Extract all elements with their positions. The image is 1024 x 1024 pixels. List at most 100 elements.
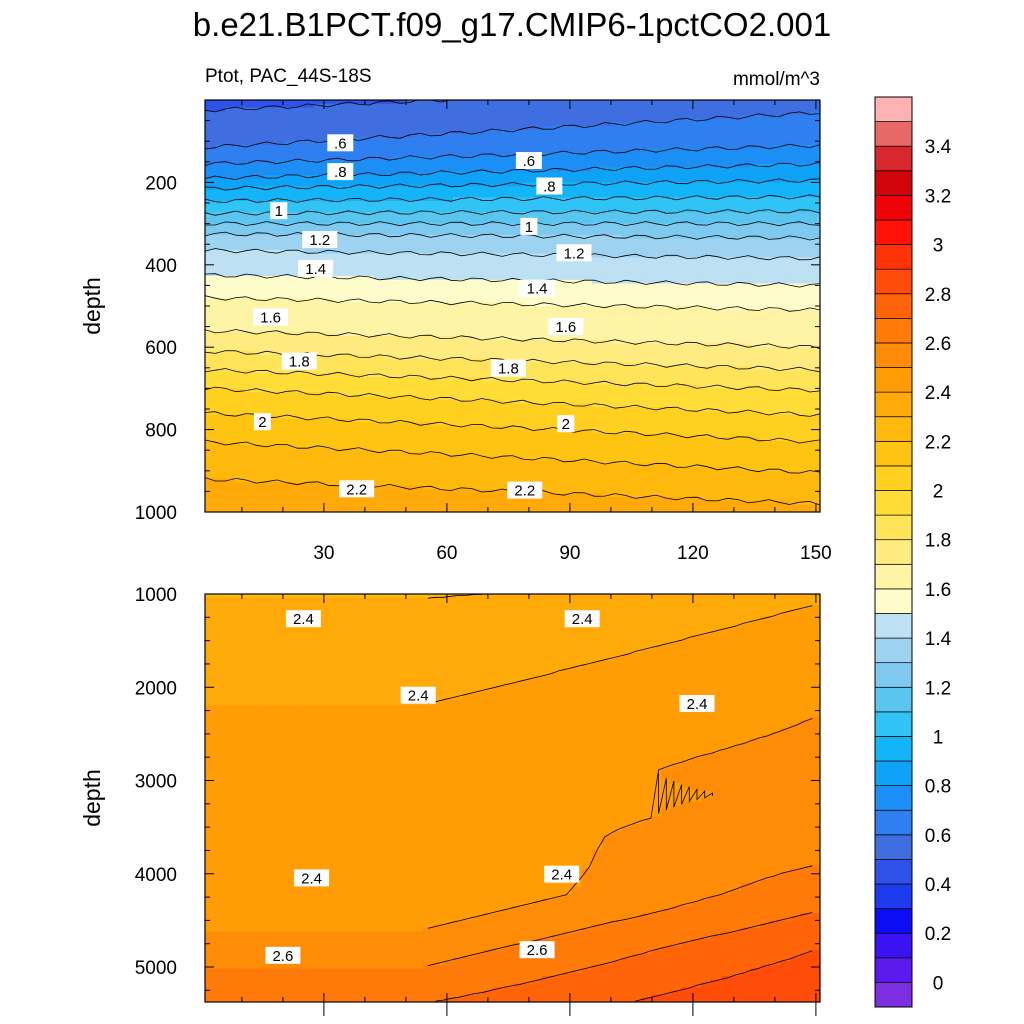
colorbar-cell — [874, 809, 913, 836]
contour-label-box — [507, 481, 543, 499]
colorbar-cell — [874, 367, 913, 393]
contour-line — [205, 439, 820, 474]
contour-label-box — [253, 413, 271, 431]
y-tick-label: 1000 — [135, 503, 177, 524]
contour-label-box — [302, 231, 338, 249]
y-tick-label: 1000 — [135, 585, 177, 606]
contour-line — [427, 605, 813, 704]
colorbar-cell — [874, 834, 913, 860]
y-tick-label: 400 — [145, 256, 177, 277]
contour-line — [205, 178, 820, 191]
contour-line — [427, 865, 813, 966]
contour-label-box — [294, 869, 330, 887]
contour-label-box — [490, 359, 526, 377]
colorbar-cell — [874, 195, 913, 221]
y-tick-label: 200 — [145, 173, 177, 194]
contour-line — [205, 194, 820, 204]
colorbar: 0 0.2 0.4 0.6 0.8 1 1.2 1.4 1.6 1.8 2 2.2 2.4 2.6 2.8 3… — [874, 96, 952, 1008]
colorbar-cell — [874, 908, 913, 934]
contour-label: .8 — [334, 164, 347, 181]
contour-label-box — [536, 177, 563, 195]
colorbar-cell — [874, 268, 913, 295]
contour-label: .6 — [334, 135, 347, 152]
contour-label-box — [298, 259, 334, 277]
contour-label: 2 — [258, 414, 266, 431]
contour-label-box — [520, 217, 538, 235]
colorbar-tick-label: 2.6 — [925, 334, 951, 355]
variable-region-label: Ptot, PAC_44S-18S — [205, 66, 372, 87]
colorbar-cell — [874, 957, 913, 983]
colorbar-cell — [874, 170, 913, 196]
colorbar-cell — [874, 932, 913, 959]
contour-label: 2.4 — [408, 688, 429, 705]
contour-label-box — [327, 134, 354, 152]
contour-label-box — [253, 308, 289, 326]
colorbar-cell — [874, 982, 913, 1008]
y-tick-label: 600 — [145, 338, 177, 359]
colorbar-cell — [874, 391, 913, 418]
colorbar-tick-label: 2.4 — [925, 383, 952, 404]
contour-label: 1.4 — [305, 261, 326, 278]
contour-line — [205, 161, 820, 181]
contour-label: 1.6 — [260, 310, 281, 327]
contour-label: .8 — [543, 179, 556, 196]
units-label: mmol/m^3 — [733, 69, 820, 90]
colorbar-cell — [874, 318, 913, 344]
contour-line — [427, 594, 482, 599]
contour-label-box — [557, 415, 575, 433]
contour-label: 1.2 — [564, 245, 585, 262]
colorbar-cell — [874, 145, 913, 172]
colorbar-tick-label: 1 — [933, 728, 944, 749]
colorbar-cell — [874, 883, 913, 909]
contour-label: 1.6 — [555, 319, 576, 336]
colorbar-cell — [874, 219, 913, 245]
contour-label: 1.2 — [309, 232, 330, 249]
colorbar-cell — [874, 662, 913, 688]
contour-line — [427, 718, 813, 929]
contour-label: 1.8 — [289, 354, 310, 371]
contour-line — [205, 111, 820, 150]
contour-label-box — [544, 865, 580, 883]
y-tick-label: 4000 — [135, 865, 177, 886]
contour-label-box — [400, 686, 436, 704]
colorbar-tick-label: 0.4 — [925, 875, 952, 896]
contour-label-box — [548, 318, 584, 335]
x-tick-label: 30 — [313, 543, 334, 564]
contour-label-box — [564, 610, 600, 628]
colorbar-cell — [874, 613, 913, 639]
colorbar-tick-label: 0.8 — [925, 777, 951, 798]
contour-label: 2.6 — [272, 948, 293, 965]
colorbar-cell — [874, 785, 913, 811]
contour-line — [205, 329, 820, 350]
contour-label: 2.4 — [301, 870, 322, 887]
contour-label: 2.4 — [572, 611, 593, 628]
contour-line — [435, 912, 813, 1002]
contour-label: 1.8 — [498, 361, 519, 378]
contour-label: 2 — [562, 416, 570, 433]
x-tick-label: 120 — [677, 543, 709, 564]
colorbar-tick-label: 2 — [933, 482, 944, 503]
colorbar-cell — [874, 490, 913, 516]
upper-field — [205, 100, 820, 512]
x-tick-label: 60 — [436, 543, 457, 564]
contour-label: 2.2 — [514, 483, 535, 500]
contour-label: 2.2 — [346, 481, 367, 498]
lower-frame — [204, 593, 821, 1003]
colorbar-tick-label: 3 — [933, 236, 944, 257]
colorbar-cell — [874, 736, 913, 762]
chart-title: b.e21.B1PCT.f09_g17.CMIP6-1pctCO2.001 — [193, 6, 831, 43]
colorbar-tick-label: 2.8 — [925, 285, 951, 306]
colorbar-tick-label: 1.4 — [925, 629, 952, 650]
colorbar-cell — [874, 121, 913, 147]
colorbar-cell — [874, 588, 913, 614]
contour-label: 1 — [525, 219, 533, 236]
y-tick-label: 2000 — [135, 678, 177, 699]
contour-line — [205, 209, 820, 216]
contour-label-box — [327, 163, 354, 181]
y-axis-label: depth — [79, 769, 105, 827]
contour-line — [205, 143, 820, 167]
colorbar-tick-label: 1.6 — [925, 580, 951, 601]
y-axis-label: depth — [79, 277, 105, 335]
contour-line — [658, 773, 713, 814]
